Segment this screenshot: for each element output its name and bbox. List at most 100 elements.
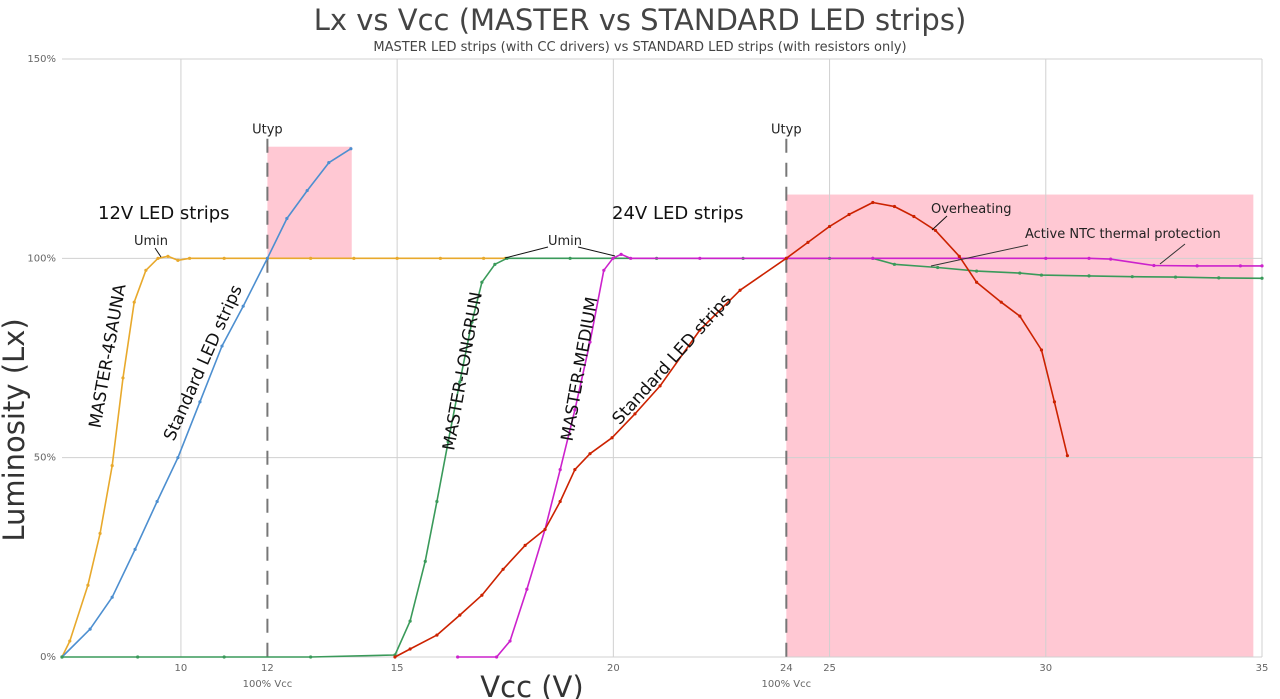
data-point (458, 380, 462, 384)
data-point (936, 265, 940, 270)
data-point (1238, 264, 1242, 268)
data-point (241, 304, 245, 308)
annotation-umin-24v: Umin (548, 234, 582, 249)
data-point (602, 268, 606, 272)
data-point (60, 655, 64, 659)
data-point (610, 436, 614, 440)
data-point (408, 619, 412, 623)
x-axis-title: Vcc (V) (480, 670, 583, 699)
data-point (588, 340, 592, 344)
data-point (88, 627, 92, 631)
data-point (494, 655, 499, 659)
data-point (633, 412, 637, 416)
umin-24v-leader-right (577, 246, 616, 257)
data-point (222, 655, 226, 659)
data-point (847, 212, 851, 217)
data-point (1052, 400, 1057, 404)
series-line-1 (61, 148, 352, 658)
data-point (1044, 256, 1048, 260)
data-point (698, 256, 702, 260)
data-point (480, 280, 484, 284)
data-point (588, 452, 592, 456)
data-point (166, 254, 170, 258)
data-point (265, 256, 270, 260)
data-point (1039, 273, 1044, 277)
chart-title: Lx vs Vcc (MASTER vs STANDARD LED strips… (314, 3, 967, 37)
tick-labels: 0% 50% 100% 150% 10 12 15 20 24 25 30 35 100% Vcc 100… (27, 54, 1268, 690)
data-point (482, 256, 486, 260)
annotation-12v-strips: 12V LED strips (98, 203, 230, 224)
reference-lines: Utyp Utyp (252, 123, 802, 657)
series-line-0 (61, 255, 506, 658)
umin-24v-leader-left (504, 246, 549, 259)
data-point (508, 639, 512, 643)
x-tick-label: 12 (261, 663, 274, 674)
data-point (352, 256, 356, 260)
ntc-leader-left (930, 244, 1029, 267)
shaded-regions (267, 146, 1254, 657)
data-point (446, 440, 450, 444)
label-standard-12v: Standard LED strips (160, 282, 247, 444)
data-point (222, 256, 226, 260)
data-point (198, 400, 202, 404)
label-master-medium: MASTER-MEDIUM (558, 295, 603, 442)
data-point (871, 200, 875, 205)
data-point (408, 647, 412, 651)
data-point (349, 147, 353, 151)
data-point (573, 468, 577, 472)
data-point (974, 269, 979, 273)
data-point (619, 252, 623, 256)
data-point (121, 376, 125, 380)
data-point (86, 583, 90, 587)
data-point (806, 240, 810, 244)
data-point (176, 258, 180, 262)
data-point (435, 499, 439, 504)
data-point (1130, 275, 1134, 279)
data-point (871, 256, 875, 260)
data-point (1018, 314, 1022, 318)
data-point (1065, 454, 1070, 458)
data-point (1087, 274, 1091, 278)
data-point (568, 256, 572, 260)
x-sublabel: 100% Vcc (243, 679, 293, 690)
y-tick-label: 0% (40, 652, 56, 663)
data-point (438, 256, 442, 260)
overheating-leader (931, 215, 948, 231)
data-point (456, 655, 460, 659)
data-point (892, 204, 897, 209)
data-point (1217, 276, 1221, 280)
data-point (305, 188, 309, 193)
data-point (155, 499, 159, 504)
label-master-4sauna: MASTER-4SAUNA (86, 282, 131, 429)
data-point (110, 464, 114, 468)
data-point (285, 216, 289, 221)
annotation-umin-12v: Umin (134, 234, 168, 249)
data-point (1018, 271, 1022, 275)
series-lines (60, 147, 1264, 659)
utyp-label: Utyp (252, 123, 283, 138)
data-point (784, 256, 788, 260)
data-point (933, 228, 938, 233)
data-point (957, 254, 961, 258)
data-point (423, 559, 427, 563)
data-point (493, 262, 497, 266)
data-point (1260, 264, 1264, 268)
data-point (144, 268, 148, 272)
data-point (1087, 256, 1091, 260)
data-point (573, 408, 577, 412)
data-point (309, 256, 313, 260)
annotation-overheating: Overheating (931, 202, 1011, 217)
shaded-region (267, 146, 352, 259)
x-tick-label: 30 (1039, 663, 1052, 674)
data-point (698, 328, 702, 332)
x-sublabel: 100% Vcc (762, 679, 812, 690)
x-tick-label: 20 (607, 663, 620, 674)
data-point (629, 256, 633, 260)
data-point (999, 300, 1003, 304)
y-tick-label: 50% (34, 453, 56, 464)
data-point (393, 655, 397, 659)
data-point (220, 344, 224, 348)
y-tick-label: 150% (27, 54, 56, 65)
data-point (658, 384, 662, 388)
